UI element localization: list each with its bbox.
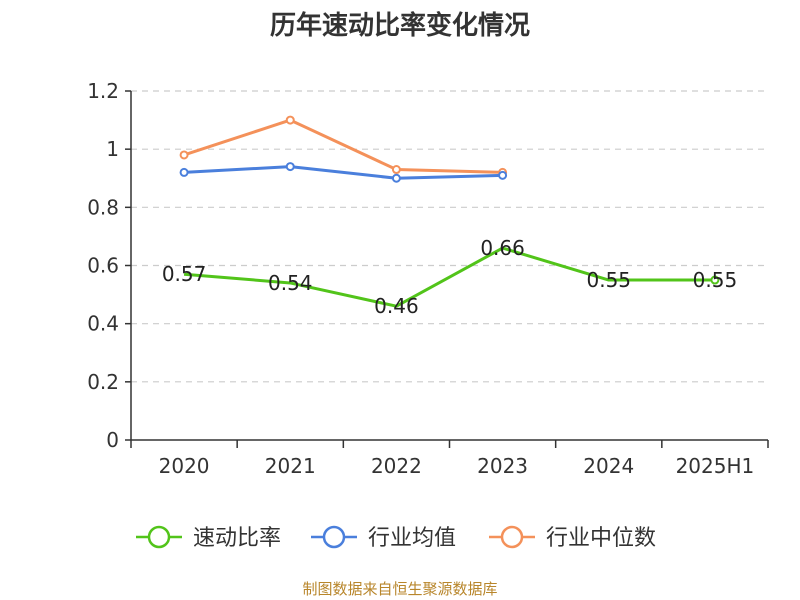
y-tick-label: 1 bbox=[106, 137, 119, 161]
data-label: 0.55 bbox=[693, 268, 738, 292]
legend-item[interactable]: 速动比率 bbox=[136, 525, 281, 551]
y-tick-label: 1.2 bbox=[87, 79, 119, 103]
series-line bbox=[184, 165, 503, 180]
x-tick-label: 2024 bbox=[583, 454, 634, 478]
source-note: 制图数据来自恒生聚源数据库 bbox=[302, 580, 497, 598]
x-axis-ticks: 2020 2021 2022 2023 2024 2025H1 bbox=[159, 454, 755, 478]
data-label: 0.46 bbox=[374, 294, 419, 318]
chart-title: 历年速动比率变化情况 bbox=[270, 10, 530, 41]
x-tick-label: 2023 bbox=[477, 454, 528, 478]
y-tick-label: 0.4 bbox=[87, 312, 119, 336]
legend-swatch-marker bbox=[147, 525, 171, 549]
grid bbox=[131, 90, 768, 383]
series-line bbox=[183, 118, 503, 174]
legend-item[interactable]: 行业中位数 bbox=[489, 525, 656, 551]
data-point bbox=[498, 170, 508, 180]
data-label: 0.66 bbox=[480, 236, 525, 260]
axes bbox=[125, 90, 769, 448]
y-axis-ticks: 0 0.2 0.4 0.6 0.8 1 1.2 bbox=[87, 79, 119, 452]
x-tick-label: 2022 bbox=[371, 454, 422, 478]
data-point bbox=[179, 150, 189, 160]
data-point bbox=[285, 162, 295, 172]
x-tick-label: 2021 bbox=[265, 454, 316, 478]
legend-swatch-marker bbox=[322, 525, 346, 549]
y-tick-label: 0.6 bbox=[87, 254, 119, 278]
legend-label: 行业中位数 bbox=[546, 526, 656, 551]
x-tick-label: 2020 bbox=[159, 454, 210, 478]
data-point bbox=[179, 167, 189, 177]
data-point bbox=[285, 115, 295, 125]
y-tick-label: 0 bbox=[106, 428, 119, 452]
x-tick-label: 2025H1 bbox=[676, 454, 755, 478]
data-label: 0.55 bbox=[586, 268, 631, 292]
data-label: 0.54 bbox=[268, 271, 313, 295]
y-tick-label: 0.8 bbox=[87, 195, 119, 219]
legend[interactable]: 速动比率 行业均值 行业中位数 bbox=[136, 525, 656, 551]
legend-label: 速动比率 bbox=[193, 526, 281, 551]
data-label: 0.57 bbox=[162, 262, 207, 286]
series: 0.57 0.54 0.46 0.66 0.55 0.55 bbox=[162, 115, 738, 318]
series-line bbox=[183, 246, 715, 308]
legend-label: 行业均值 bbox=[368, 526, 456, 551]
y-tick-label: 0.2 bbox=[87, 370, 119, 394]
data-point bbox=[391, 165, 401, 175]
legend-item[interactable]: 行业均值 bbox=[311, 525, 456, 551]
data-point bbox=[710, 275, 720, 285]
data-point bbox=[391, 173, 401, 183]
legend-swatch-marker bbox=[500, 525, 524, 549]
